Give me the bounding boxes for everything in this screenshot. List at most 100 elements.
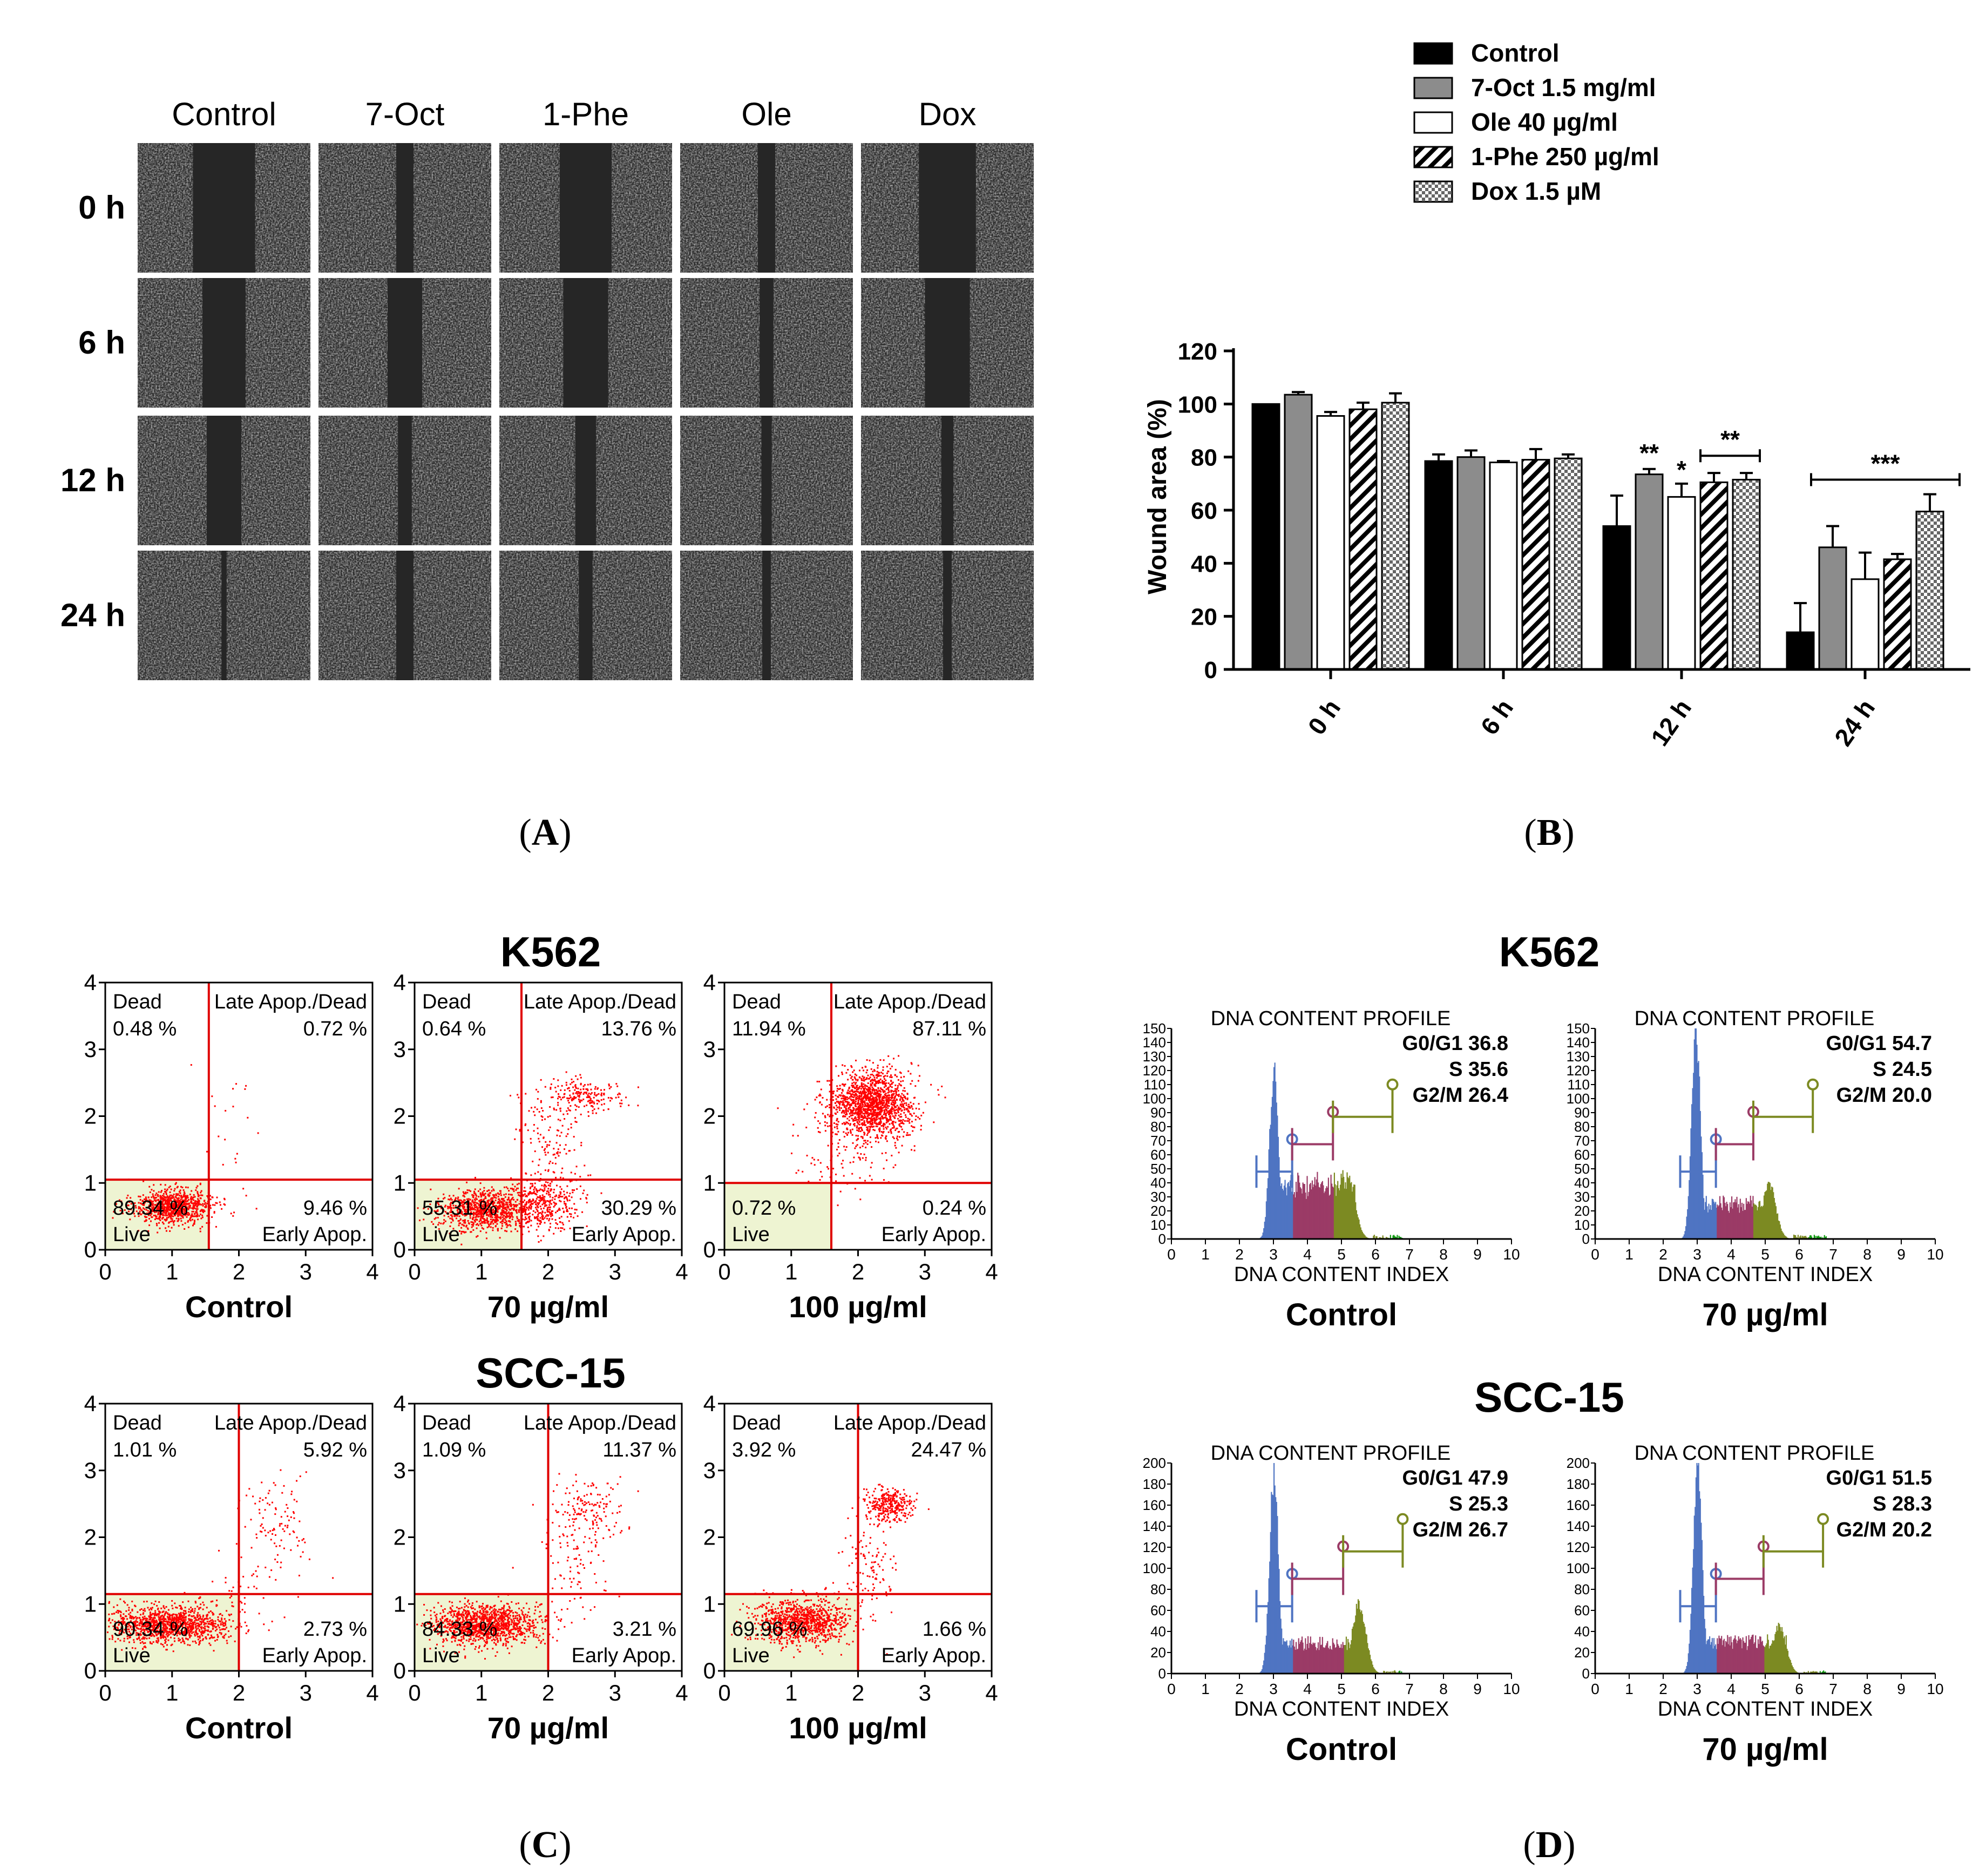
event-dot bbox=[889, 1109, 891, 1112]
event-dot bbox=[819, 1094, 822, 1096]
event-dot bbox=[501, 1203, 504, 1205]
event-dot bbox=[874, 1114, 876, 1116]
event-dot bbox=[842, 1083, 844, 1086]
event-dot bbox=[498, 1193, 500, 1195]
event-dot bbox=[542, 1110, 544, 1112]
event-dot bbox=[192, 1210, 194, 1213]
event-dot bbox=[888, 1119, 890, 1121]
event-dot bbox=[164, 1188, 166, 1190]
event-dot bbox=[244, 1088, 246, 1090]
event-dot bbox=[855, 1117, 857, 1119]
event-dot bbox=[148, 1212, 150, 1214]
event-dot bbox=[472, 1213, 474, 1215]
event-dot bbox=[417, 1207, 419, 1209]
event-dot bbox=[169, 1194, 171, 1196]
micrograph-cell bbox=[499, 143, 672, 273]
event-dot bbox=[535, 1217, 537, 1219]
event-dot bbox=[857, 1135, 859, 1137]
event-dot bbox=[856, 1144, 858, 1146]
event-dot bbox=[557, 1210, 559, 1213]
event-dot bbox=[519, 1195, 521, 1197]
event-dot bbox=[506, 1230, 508, 1232]
event-dot bbox=[121, 1616, 124, 1618]
event-dot bbox=[165, 1623, 167, 1626]
event-dot bbox=[165, 1220, 167, 1222]
event-dot bbox=[537, 1214, 539, 1216]
event-dot bbox=[855, 1119, 857, 1121]
event-dot bbox=[897, 1108, 899, 1110]
event-dot bbox=[182, 1631, 185, 1633]
event-dot bbox=[151, 1189, 153, 1191]
event-dot bbox=[514, 1186, 516, 1188]
event-dot bbox=[588, 1092, 590, 1094]
event-dot bbox=[531, 1193, 533, 1195]
event-dot bbox=[842, 1095, 844, 1098]
event-dot bbox=[444, 1205, 446, 1208]
column-header: 1-Phe bbox=[543, 96, 629, 132]
event-dot bbox=[567, 1098, 569, 1100]
event-dot bbox=[553, 1189, 555, 1191]
event-dot bbox=[119, 1630, 121, 1633]
event-dot bbox=[525, 1218, 527, 1220]
event-dot bbox=[876, 1104, 878, 1106]
event-dot bbox=[485, 1197, 487, 1200]
event-dot bbox=[181, 1615, 184, 1617]
event-dot bbox=[507, 1188, 509, 1190]
legend-swatch bbox=[1413, 42, 1453, 65]
event-dot bbox=[530, 1207, 532, 1209]
event-dot bbox=[476, 1198, 478, 1200]
event-dot bbox=[938, 1094, 940, 1096]
event-dot bbox=[893, 1127, 895, 1129]
event-dot bbox=[879, 1081, 882, 1083]
event-dot bbox=[158, 1210, 160, 1213]
event-dot bbox=[872, 1118, 875, 1120]
event-dot bbox=[506, 1203, 509, 1205]
event-dot bbox=[178, 1204, 180, 1206]
event-dot bbox=[152, 1627, 154, 1629]
event-dot bbox=[549, 1206, 551, 1208]
event-dot bbox=[158, 1191, 160, 1193]
event-dot bbox=[492, 1209, 494, 1211]
event-dot bbox=[484, 1209, 486, 1211]
event-dot bbox=[880, 1137, 882, 1139]
event-dot bbox=[204, 1628, 206, 1630]
wound-gap bbox=[762, 551, 771, 680]
event-dot bbox=[524, 1210, 526, 1212]
event-dot bbox=[558, 1208, 560, 1210]
event-dot bbox=[438, 1228, 440, 1230]
event-dot bbox=[516, 1205, 518, 1208]
event-dot bbox=[862, 1145, 864, 1147]
event-dot bbox=[891, 1098, 893, 1100]
event-dot bbox=[152, 1207, 154, 1209]
event-dot bbox=[514, 1138, 516, 1140]
event-dot bbox=[571, 1196, 573, 1198]
event-dot bbox=[552, 1197, 554, 1199]
event-dot bbox=[526, 1203, 528, 1205]
event-dot bbox=[544, 1203, 546, 1205]
event-dot bbox=[891, 1094, 893, 1096]
event-dot bbox=[115, 1629, 117, 1631]
event-dot bbox=[532, 1210, 534, 1212]
event-dot bbox=[180, 1204, 182, 1206]
column-header: Ole bbox=[741, 96, 791, 132]
event-dot bbox=[576, 1188, 578, 1190]
event-dot bbox=[589, 1100, 592, 1102]
x-tick-label: 24 h bbox=[1829, 694, 1880, 751]
event-dot bbox=[859, 1147, 862, 1149]
event-dot bbox=[458, 1224, 460, 1227]
event-dot bbox=[167, 1214, 170, 1216]
event-dot bbox=[543, 1137, 545, 1139]
event-dot bbox=[172, 1222, 174, 1224]
event-dot bbox=[234, 1157, 236, 1160]
event-dot bbox=[569, 1109, 571, 1112]
event-dot bbox=[886, 1072, 888, 1074]
event-dot bbox=[533, 1201, 536, 1203]
event-dot bbox=[467, 1212, 469, 1214]
event-dot bbox=[514, 1209, 517, 1211]
event-dot bbox=[494, 1211, 496, 1213]
event-dot bbox=[459, 1218, 462, 1221]
event-dot bbox=[619, 1102, 621, 1105]
x-tick-label: 3 bbox=[609, 1259, 621, 1284]
event-dot bbox=[545, 1201, 547, 1203]
event-dot bbox=[517, 1187, 519, 1189]
